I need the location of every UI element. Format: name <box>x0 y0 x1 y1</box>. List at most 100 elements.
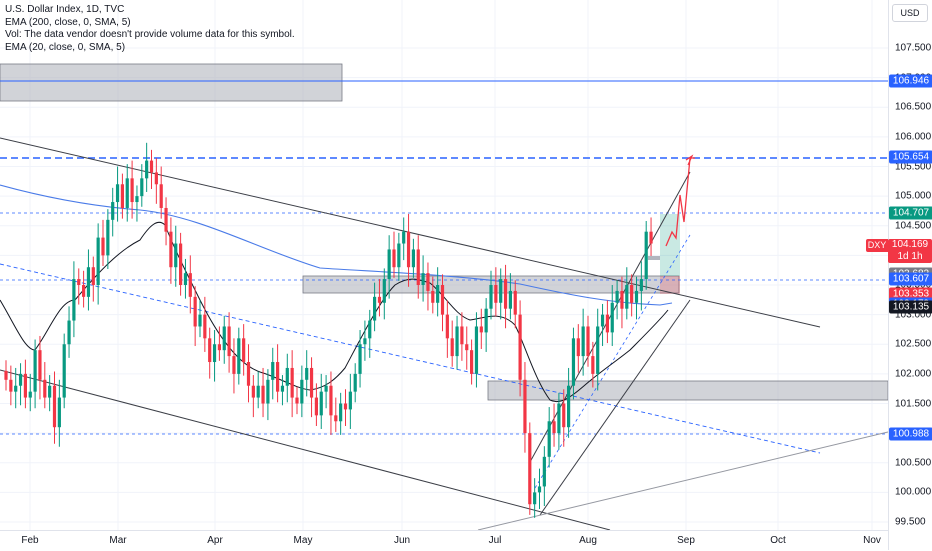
candle-body[interactable] <box>280 385 285 392</box>
candle-body[interactable] <box>479 326 483 333</box>
candle-body[interactable] <box>416 249 420 285</box>
candle-body[interactable] <box>115 184 120 203</box>
candle-body[interactable] <box>533 492 537 505</box>
candle-body[interactable] <box>154 172 158 185</box>
candle-body[interactable] <box>33 350 37 392</box>
ema-20-line[interactable] <box>0 221 669 403</box>
candle-body[interactable] <box>615 290 619 303</box>
long-position-stop[interactable] <box>660 276 680 294</box>
candle-body[interactable] <box>489 285 493 309</box>
candle-body[interactable] <box>625 285 629 309</box>
candle-body[interactable] <box>610 302 614 333</box>
candle-body[interactable] <box>528 433 532 505</box>
candle-body[interactable] <box>237 338 241 374</box>
candle-body[interactable] <box>188 273 192 297</box>
candle-body[interactable] <box>309 367 314 398</box>
candle-body[interactable] <box>305 367 309 380</box>
candle-body[interactable] <box>377 296 382 303</box>
candle-body[interactable] <box>392 249 396 268</box>
candle-body[interactable] <box>547 421 551 457</box>
candle-body[interactable] <box>494 285 498 303</box>
time-axis[interactable]: Feb Mar Apr May Jun Jul Aug Sep Oct Nov <box>0 530 888 551</box>
candle-body[interactable] <box>644 231 648 280</box>
candle-body[interactable] <box>232 356 236 374</box>
candle-body[interactable] <box>295 397 299 404</box>
candle-body[interactable] <box>251 385 255 398</box>
long-position-target[interactable] <box>660 214 680 276</box>
candle-body[interactable] <box>596 326 600 374</box>
candle-body[interactable] <box>591 356 595 374</box>
candle-body[interactable] <box>368 320 372 339</box>
candle-body[interactable] <box>605 314 609 333</box>
candle-body[interactable] <box>630 285 634 303</box>
candle-body[interactable] <box>620 290 624 309</box>
candle-body[interactable] <box>82 285 86 297</box>
candle-body[interactable] <box>242 338 246 363</box>
candle-body[interactable] <box>179 243 183 285</box>
candle-body[interactable] <box>125 178 129 208</box>
candle-body[interactable] <box>101 237 105 256</box>
channel-mid-trendline[interactable] <box>0 263 821 454</box>
candle-body[interactable] <box>421 273 425 285</box>
candle-body[interactable] <box>38 350 42 380</box>
candle-body[interactable] <box>57 397 61 428</box>
candle-body[interactable] <box>363 338 367 345</box>
candle-body[interactable] <box>513 290 517 315</box>
candle-body[interactable] <box>222 326 226 351</box>
rising-channel-lower[interactable] <box>539 299 691 516</box>
candle-body[interactable] <box>159 184 163 208</box>
candle-body[interactable] <box>164 207 168 232</box>
candle-body[interactable] <box>193 296 197 327</box>
candle-body[interactable] <box>314 397 318 416</box>
candle-body[interactable] <box>52 385 57 428</box>
candle-body[interactable] <box>106 219 110 256</box>
candle-body[interactable] <box>120 184 124 208</box>
candle-body[interactable] <box>62 344 66 398</box>
candle-body[interactable] <box>4 370 8 380</box>
candle-body[interactable] <box>518 314 522 380</box>
candle-body[interactable] <box>169 231 173 268</box>
candle-body[interactable] <box>23 373 27 398</box>
candle-body[interactable] <box>183 273 188 285</box>
candle-body[interactable] <box>145 160 149 179</box>
candle-body[interactable] <box>324 385 328 392</box>
candle-body[interactable] <box>217 344 221 351</box>
candle-body[interactable] <box>343 403 348 410</box>
candle-body[interactable] <box>406 231 411 268</box>
candle-body[interactable] <box>227 326 231 357</box>
candle-body[interactable] <box>329 385 333 416</box>
candle-body[interactable] <box>397 243 401 268</box>
resistance-zone-top[interactable] <box>0 63 343 102</box>
candle-body[interactable] <box>28 391 32 398</box>
candle-body[interactable] <box>212 344 217 363</box>
candle-body[interactable] <box>455 326 459 357</box>
candle-body[interactable] <box>67 320 71 345</box>
candle-body[interactable] <box>600 314 605 327</box>
candle-body[interactable] <box>334 415 338 422</box>
candle-body[interactable] <box>436 285 440 303</box>
candle-body[interactable] <box>256 385 260 398</box>
candle-body[interactable] <box>300 379 304 404</box>
candle-body[interactable] <box>431 290 435 303</box>
candle-body[interactable] <box>271 362 275 380</box>
candle-body[interactable] <box>571 338 576 386</box>
candle-body[interactable] <box>77 279 81 285</box>
candle-body[interactable] <box>348 391 352 410</box>
candle-body[interactable] <box>562 403 566 428</box>
candle-body[interactable] <box>542 456 546 487</box>
candle-body[interactable] <box>208 338 212 363</box>
candle-body[interactable] <box>86 267 91 297</box>
currency-button[interactable]: USD <box>892 4 928 22</box>
candle-body[interactable] <box>9 379 13 392</box>
candle-body[interactable] <box>387 249 391 280</box>
symbol-title[interactable]: U.S. Dollar Index, 1D, TVC <box>5 4 125 15</box>
candle-body[interactable] <box>450 338 454 357</box>
candle-body[interactable] <box>426 273 430 291</box>
candle-body[interactable] <box>174 243 178 268</box>
rising-midline[interactable] <box>534 234 691 489</box>
candle-body[interactable] <box>91 267 95 285</box>
candle-body[interactable] <box>470 350 474 374</box>
candle-body[interactable] <box>411 249 415 268</box>
candle-body[interactable] <box>43 379 47 398</box>
candle-body[interactable] <box>465 344 469 351</box>
